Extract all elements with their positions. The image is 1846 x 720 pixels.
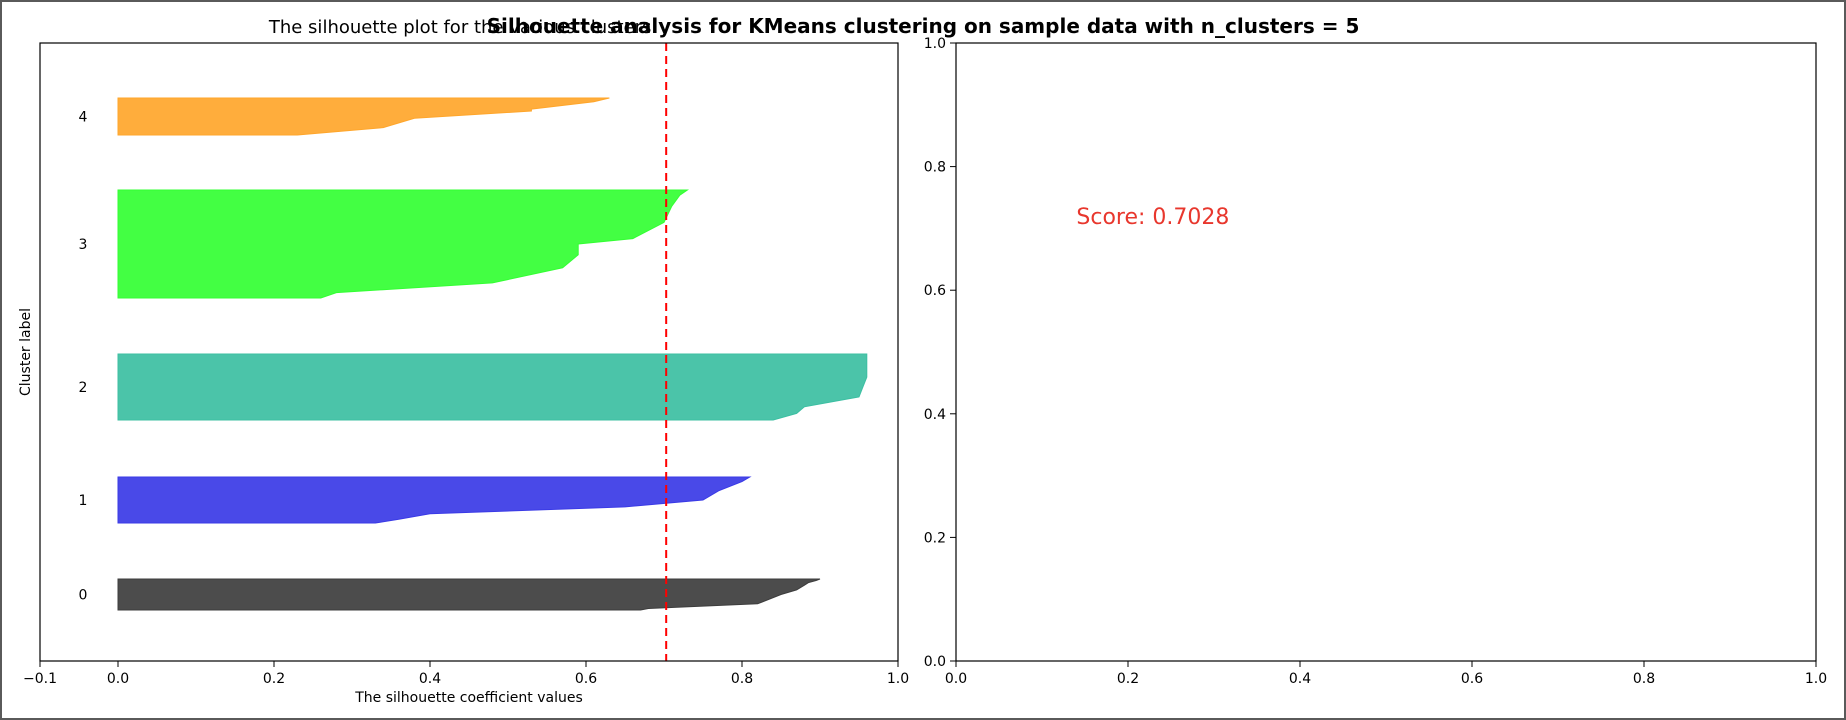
scatter-y-tick-label: 0.8	[924, 160, 946, 176]
silhouette-axes: 0 1 2 3 4 −0.1 0.0 0.2 0.4 0.6 0.8 1.0 The silhoue…	[18, 42, 909, 706]
scatter-y-tick-label: 0.4	[924, 407, 946, 423]
silhouette-x-ticks: −0.1 0.0 0.2 0.4 0.6 0.8 1.0	[23, 661, 909, 687]
silhouette-x-tick-label: 0.6	[575, 671, 597, 687]
silhouette-band-0	[117, 578, 821, 611]
scatter-y-ticks: 0.0 0.2 0.4 0.6 0.8 1.0	[924, 36, 956, 670]
scatter-x-tick-label: 0.8	[1633, 671, 1655, 687]
scatter-x-tick-label: 0.2	[1117, 671, 1139, 687]
scatter-y-tick-label: 1.0	[924, 36, 946, 52]
cluster-label-2: 2	[79, 380, 88, 396]
silhouette-x-axis-label: The silhouette coefficient values	[354, 690, 583, 706]
silhouette-x-tick-label: −0.1	[23, 671, 57, 687]
figure-suptitle: Silhouette analysis for KMeans clusterin…	[487, 14, 1360, 38]
silhouette-axes-frame	[39, 42, 899, 662]
silhouette-x-tick-label: 0.0	[107, 671, 129, 687]
silhouette-x-tick-label: 0.4	[419, 671, 441, 687]
scatter-y-tick-label: 0.0	[924, 654, 946, 670]
cluster-labels: 0 1 2 3 4	[79, 110, 88, 604]
cluster-label-1: 1	[79, 493, 88, 509]
score-annotation: Score: 0.7028	[1076, 205, 1229, 230]
silhouette-y-axis-label: Cluster label	[18, 308, 34, 396]
silhouette-x-tick-label: 0.8	[731, 671, 753, 687]
scatter-y-tick-label: 0.2	[924, 530, 946, 546]
scatter-x-tick-label: 1.0	[1805, 671, 1827, 687]
cluster-label-4: 4	[79, 110, 88, 126]
scatter-y-tick-label: 0.6	[924, 283, 946, 299]
cluster-label-3: 3	[79, 237, 88, 253]
silhouette-band-2	[117, 353, 868, 421]
silhouette-band-3	[117, 189, 690, 299]
cluster-scatter-axes-frame	[955, 42, 1817, 662]
scatter-x-tick-label: 0.6	[1461, 671, 1483, 687]
silhouette-plot-title: The silhouette plot for the various clus…	[268, 17, 657, 38]
silhouette-x-tick-label: 0.2	[263, 671, 285, 687]
silhouette-x-tick-label: 1.0	[887, 671, 909, 687]
silhouette-bands	[117, 97, 868, 611]
scatter-x-ticks: 0.0 0.2 0.4 0.6 0.8 1.0	[945, 661, 1827, 687]
cluster-label-0: 0	[79, 588, 88, 604]
scatter-x-tick-label: 0.0	[945, 671, 967, 687]
cluster-scatter-axes: 0.0 0.2 0.4 0.6 0.8 1.0 0.0 0.2 0.4 0.6 0.8 1.0 Sc…	[924, 36, 1827, 687]
silhouette-band-1	[117, 476, 752, 524]
scatter-x-tick-label: 0.4	[1289, 671, 1311, 687]
silhouette-band-4	[117, 97, 610, 136]
